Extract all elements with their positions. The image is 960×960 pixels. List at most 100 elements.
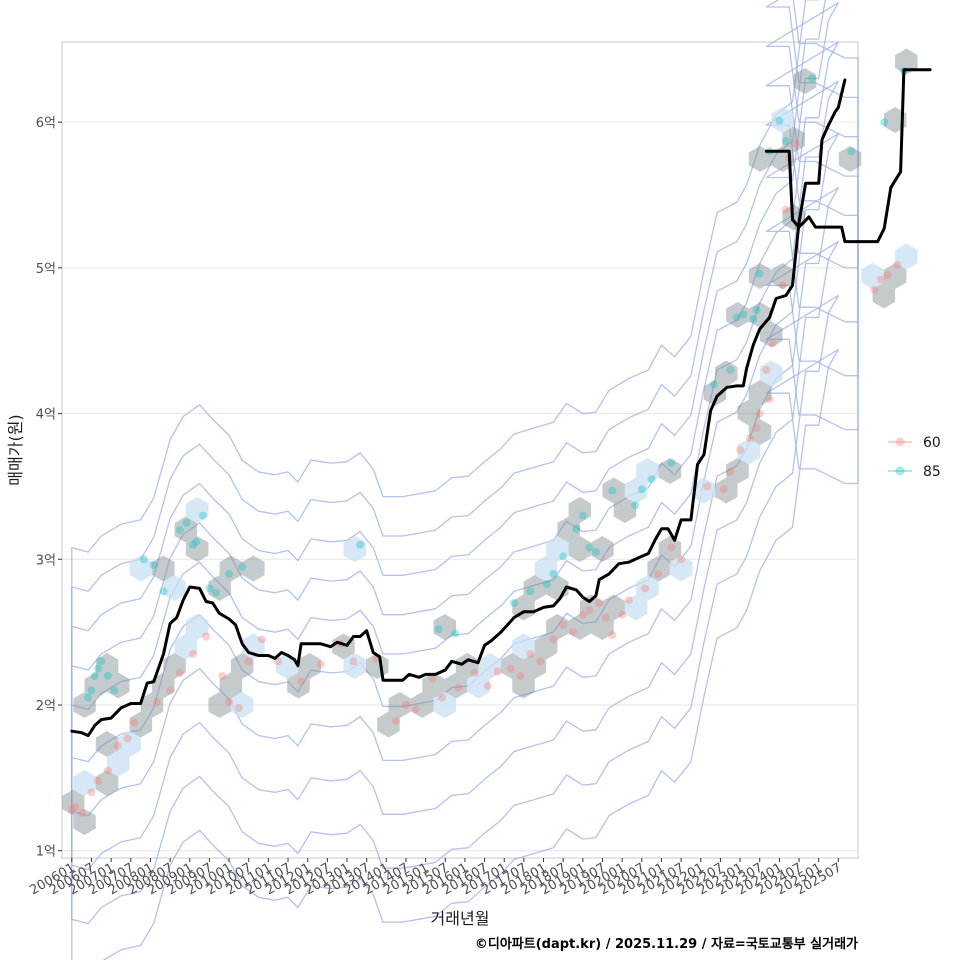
point-60 [123,734,132,743]
point-60 [559,620,568,629]
point-85 [110,686,119,695]
y-axis-title: 매매가(원) [6,414,25,485]
hexbin-cell [636,575,659,601]
point-60 [677,555,686,564]
point-60 [428,674,437,683]
hexbin-cell [343,536,366,562]
point-85 [356,540,365,549]
point-85 [225,569,234,578]
hexbin-cell [107,672,130,699]
point-85 [192,537,201,546]
point-85 [749,314,758,323]
point-85 [238,562,247,571]
point-60 [392,717,401,725]
hexbin-cell [883,263,907,289]
point-85 [585,543,594,552]
hexbin-cell [771,263,794,289]
hexbin-cell [534,633,558,660]
point-60 [103,766,112,775]
density-contour [71,0,859,960]
y-tick-label: 6억 [36,116,56,131]
point-60 [752,424,761,433]
point-60 [94,776,102,785]
point-85 [647,475,656,484]
point-85 [149,561,158,570]
hexbin-cell [287,672,310,699]
legend: 60 85 [888,435,941,480]
hexbin-cell [838,146,862,172]
point-60 [257,635,266,644]
point-60 [274,657,283,666]
legend-key-point-60 [895,437,905,447]
point-60 [166,686,175,695]
point-85 [84,693,93,702]
y-tick-label: 2억 [36,699,56,714]
source-caption: ©디아파트(dapt.kr) / 2025.11.29 / 자료=국토교통부 실… [474,937,858,952]
grid-lines [62,121,858,852]
median-price-line [764,149,860,244]
point-60 [641,584,650,593]
hexbin-cell [501,653,524,679]
hexbin-cell [737,438,760,465]
point-85 [94,664,102,673]
point-60 [667,543,676,552]
hexbin-cell [872,282,896,309]
point-60 [778,281,787,290]
point-85 [808,74,817,83]
point-60 [175,668,184,677]
point-60 [755,409,764,418]
plot-background [61,41,859,859]
y-tick-label: 5억 [36,262,56,277]
hexbin-cell [129,555,153,582]
point-85 [97,657,106,666]
point-60 [516,671,525,680]
point-60 [87,788,96,797]
point-60 [526,650,535,658]
point-85 [182,518,191,527]
hexbin-cell [568,497,592,523]
y-axis: 1억 2억 3억 4억 5억 6억 [36,116,62,860]
point-60 [618,610,627,619]
hexbin-cell [467,672,490,699]
hexbin-cell [895,243,918,270]
point-60 [781,205,790,214]
point-60 [153,698,161,707]
y-tick-label: 4억 [36,408,56,423]
hexbin-cell [715,477,738,504]
point-60 [595,599,604,607]
hexbin-cell [343,653,366,679]
point-85 [775,116,784,125]
point-60 [244,657,253,666]
point-85 [526,587,535,596]
hexbin-cell [782,126,805,153]
hexbin-cell [388,692,411,718]
hexbin-cell [219,672,243,699]
legend-label-60: 60 [923,435,941,451]
point-85 [755,269,764,278]
point-60 [71,803,80,811]
hexbin-cell [444,672,468,699]
point-60 [402,701,410,709]
hexbin-cell [591,536,614,562]
hexbin-cell [185,614,209,640]
hexbin-cell [579,594,603,621]
hexbin-cell [760,321,783,348]
hexbin-cell [703,380,727,406]
y-tick-label: 3억 [36,553,56,568]
point-85 [578,511,587,520]
point-60 [578,610,587,619]
hexbin-cell [163,575,186,601]
point-60 [483,682,492,691]
hexbin-cell [107,750,130,777]
point-85 [103,671,112,680]
point-60 [703,482,712,491]
hexbin-cell [613,497,637,523]
point-60 [745,434,754,443]
point-85 [90,671,99,680]
hexbin-cell [152,555,175,582]
y-tick-label: 1억 [36,845,56,860]
point-85 [175,526,184,535]
median-price-lines [70,68,932,738]
point-60 [765,395,774,403]
